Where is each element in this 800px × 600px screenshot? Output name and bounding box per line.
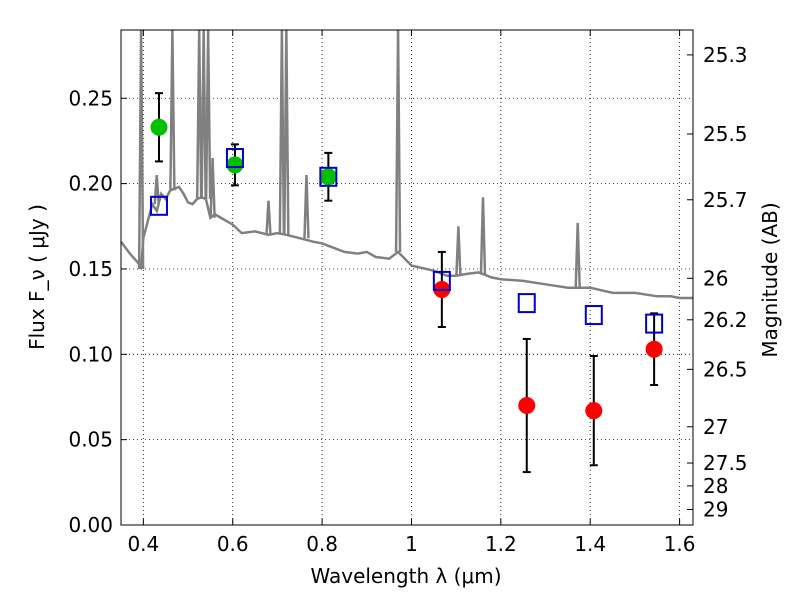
x-tick-label: 0.8 bbox=[306, 532, 338, 556]
spectrum-spike bbox=[153, 175, 160, 205]
mag-axis-title: Magnitude (AB) bbox=[758, 202, 782, 357]
spectrum-spike bbox=[574, 222, 581, 288]
x-axis-title: Wavelength λ (μm) bbox=[310, 564, 501, 588]
x-tick-label: 1.6 bbox=[664, 532, 696, 556]
mag-tick-label: 26.2 bbox=[703, 308, 748, 332]
x-axis-ticks: 0.4 0.6 0.8 1 1.2 1.4 1.6 bbox=[127, 30, 696, 556]
y-tick-label: 0.20 bbox=[68, 172, 113, 196]
mag-tick-label: 25.3 bbox=[703, 43, 748, 67]
model-flux-square bbox=[584, 305, 603, 326]
spectrum-line bbox=[119, 185, 693, 300]
grid-lines bbox=[121, 30, 693, 525]
x-tick-label: 0.4 bbox=[127, 532, 159, 556]
spectrum-spike bbox=[479, 197, 487, 275]
y-tick-label: 0.05 bbox=[68, 428, 113, 452]
y-tick-label: 0.25 bbox=[68, 86, 113, 110]
flux-point bbox=[226, 156, 244, 174]
mag-tick-label: 27 bbox=[703, 415, 728, 439]
spectrum-spike bbox=[265, 200, 272, 235]
flux-point bbox=[319, 168, 337, 186]
mag-tick-label: 26.5 bbox=[703, 357, 748, 381]
y-tick-label: 0.10 bbox=[68, 342, 113, 366]
y-axis-title: Flux F_ν ( μJy ) bbox=[25, 204, 49, 350]
model-flux-square bbox=[225, 148, 244, 169]
mag-tick-label: 27.5 bbox=[703, 451, 748, 475]
y-tick-label: 0.00 bbox=[68, 513, 113, 537]
spectrum-spike bbox=[455, 226, 462, 276]
model-flux-square bbox=[432, 270, 451, 291]
model-flux-square bbox=[149, 195, 168, 216]
model-spectrum bbox=[119, 185, 693, 300]
spectrum-spike bbox=[303, 175, 310, 239]
spectrum-spike bbox=[209, 157, 216, 218]
x-tick-label: 1 bbox=[405, 532, 418, 556]
mag-tick-label: 28 bbox=[703, 474, 728, 498]
flux-point bbox=[150, 118, 168, 136]
mag-tick-label: 25.5 bbox=[703, 122, 748, 146]
model-flux-square bbox=[517, 293, 536, 314]
flux-point bbox=[645, 340, 663, 358]
y-tick-label: 0.15 bbox=[68, 257, 113, 281]
plot-background bbox=[121, 30, 693, 525]
model-flux-square bbox=[319, 166, 338, 187]
x-tick-label: 1.4 bbox=[574, 532, 606, 556]
mag-tick-label: 29 bbox=[703, 497, 728, 521]
data-marks bbox=[149, 92, 664, 474]
flux-point bbox=[518, 397, 536, 415]
x-tick-label: 0.6 bbox=[217, 532, 249, 556]
plot-frame bbox=[120, 29, 694, 526]
mag-tick-label: 26 bbox=[703, 266, 728, 290]
y-axis-ticks: 0.00 0.05 0.10 0.15 0.20 0.25 bbox=[68, 86, 127, 537]
flux-point bbox=[585, 402, 603, 420]
mag-tick-label: 25.7 bbox=[703, 188, 748, 212]
model-flux-square bbox=[645, 313, 664, 334]
x-tick-label: 1.2 bbox=[485, 532, 517, 556]
